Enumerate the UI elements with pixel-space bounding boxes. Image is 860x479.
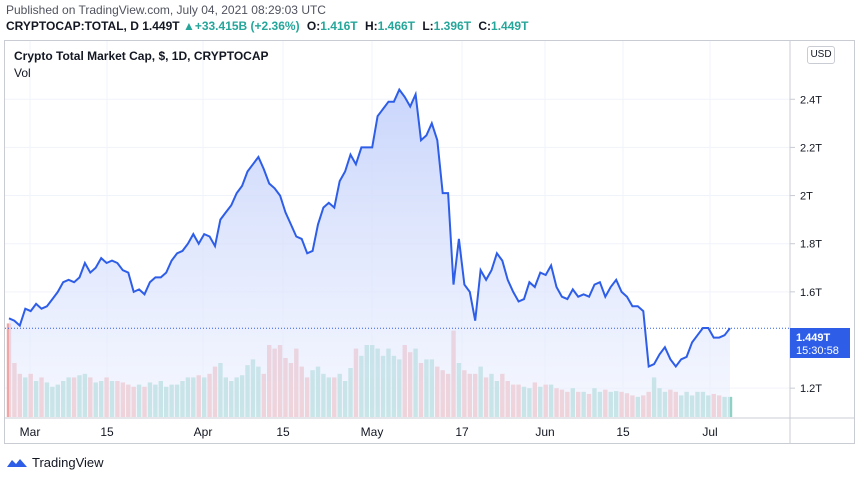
price-axis: 1.2T 1.6T 1.8T 2T 2.2T 2.4T [790, 94, 822, 395]
y-tick-label: 2.4T [800, 94, 822, 106]
y-tick-label: 1.6T [800, 287, 822, 299]
open-value: 1.416T [320, 19, 358, 33]
low-label: L: [422, 19, 434, 33]
x-tick-label: 15 [616, 425, 630, 439]
x-tick-label: 17 [455, 425, 469, 439]
low-value: 1.396T [433, 19, 472, 33]
chart-title: Crypto Total Market Cap, $, 1D, CRYPTOCA… [14, 49, 269, 63]
close-label: C: [478, 19, 492, 33]
y-tick-label: 2T [800, 191, 813, 203]
last-price-tag: 1.449T 15:30:58 [790, 328, 850, 358]
close-value: 1.449T [491, 19, 529, 33]
symbol-label: CRYPTOCAP:TOTAL, D [6, 19, 139, 33]
x-tick-label: Mar [20, 425, 41, 439]
bar-countdown: 15:30:58 [796, 345, 839, 357]
chart-frame [4, 40, 855, 444]
tradingview-brand[interactable]: TradingView [6, 455, 104, 470]
y-tick-label: 1.8T [800, 239, 822, 251]
symbol-quote-line: CRYPTOCAP:TOTAL, D 1.449T ▲+33.415B (+2.… [6, 19, 528, 33]
high-value: 1.466T [377, 19, 415, 33]
change-up-icon: ▲ [182, 19, 195, 33]
y-tick-label: 2.2T [800, 142, 822, 154]
price-change: +33.415B (+2.36%) [194, 19, 300, 33]
x-tick-label: Apr [194, 425, 213, 439]
high-label: H: [364, 19, 378, 33]
x-tick-label: Jul [702, 425, 717, 439]
last-price-tag-value: 1.449T [796, 332, 831, 344]
price-line [8, 87, 731, 369]
tradingview-logo-icon [7, 458, 27, 467]
x-tick-label: Jun [535, 425, 554, 439]
published-caption: Published on TradingView.com, July 04, 2… [6, 3, 326, 17]
open-label: O: [306, 19, 321, 33]
x-tick-label: May [361, 425, 384, 439]
brand-name: TradingView [32, 455, 104, 470]
x-tick-label: 15 [100, 425, 114, 439]
volume-label: Vol [14, 66, 31, 80]
x-tick-label: 15 [276, 425, 290, 439]
last-price: 1.449T [142, 19, 180, 33]
price-area [9, 89, 730, 417]
time-axis: Mar 15 Apr 15 May 17 Jun 15 Jul [20, 425, 718, 439]
currency-button[interactable]: USD [807, 46, 835, 64]
y-tick-label: 1.2T [800, 383, 822, 395]
